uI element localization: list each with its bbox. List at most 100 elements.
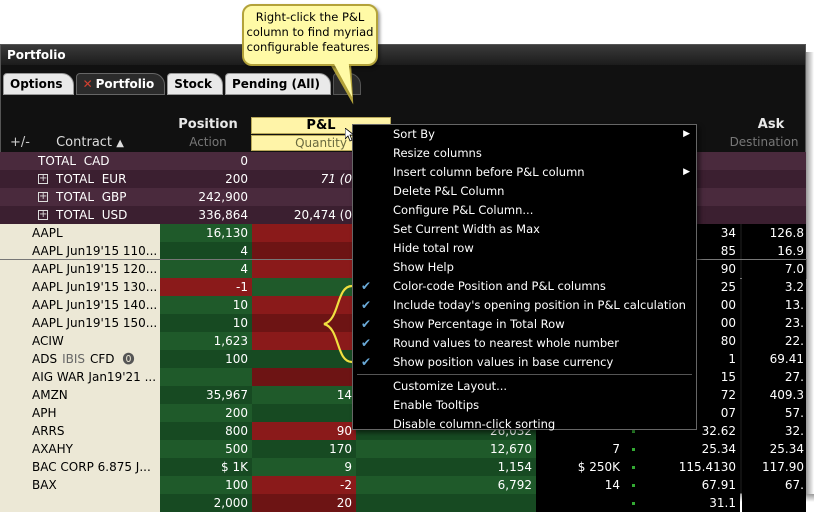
bid-cell: 31.1 [624, 494, 740, 512]
tick-indicator-icon [632, 448, 635, 451]
expand-icon[interactable]: + [38, 173, 48, 184]
position-cell: 4 [160, 260, 252, 278]
menu-item[interactable]: Show Help [353, 258, 696, 277]
tab-options[interactable]: Options [3, 73, 74, 95]
menu-item[interactable]: ✔ Color-code Position and P&L columns [353, 277, 696, 296]
contract-cell: AAPL Jun19'15 110... [0, 242, 160, 260]
total-position: 0 [240, 154, 248, 168]
tip-callout: Right-click the P&L column to find myria… [242, 4, 378, 66]
pl-cell [252, 242, 356, 260]
menu-item-label: Color-code Position and P&L columns [393, 279, 606, 293]
position-cell: 35,967 [160, 386, 252, 404]
pl-cell [252, 296, 356, 314]
menu-item[interactable]: Insert column before P&L column ▶ [353, 163, 696, 182]
menu-item[interactable]: Customize Layout... [353, 377, 696, 396]
bid-cell: 67.91 [624, 476, 740, 494]
callout-line: configurable features. [246, 40, 374, 54]
pl-cell [252, 404, 356, 422]
tab-label: Options [10, 77, 63, 91]
menu-item-label: Set Current Width as Max [393, 222, 540, 236]
menu-group-main: Sort By ▶ Resize columns Insert column befo… [353, 125, 696, 372]
menu-item-label: Show position values in base currency [393, 355, 614, 369]
contract-cell: ADS IBIS CFD ⓿ [0, 350, 160, 368]
menu-item[interactable]: Hide total row [353, 239, 696, 258]
total-label: TOTAL USD [56, 208, 128, 222]
tab-portfolio[interactable]: ✕ Portfolio [75, 73, 166, 95]
menu-item[interactable]: ✔ Include today's opening position in P&L… [353, 296, 696, 315]
contract-exchange: IBIS [62, 352, 86, 366]
menu-separator [357, 374, 692, 375]
menu-item[interactable]: Disable column-click sorting [353, 415, 696, 434]
market-value-cell [356, 494, 536, 512]
bid-size-cell [536, 494, 624, 512]
menu-item-label: Configure P&L Column... [393, 203, 534, 217]
tab-label: Portfolio [95, 77, 155, 91]
total-label: TOTAL GBP [56, 190, 127, 204]
menu-item[interactable]: ✔ Show position values in base currency [353, 353, 696, 372]
menu-item-label: Enable Tooltips [393, 398, 480, 412]
ask-cell: 126.8 [742, 224, 806, 242]
position-cell: 10 [160, 314, 252, 332]
menu-item[interactable]: Delete P&L Column [353, 182, 696, 201]
menu-item-label: Delete P&L Column [393, 184, 505, 198]
pl-cell [252, 278, 356, 296]
ask-cell: 13. [742, 296, 806, 314]
menu-item-label: Show Help [393, 260, 454, 274]
tab-bar: Options ✕ Portfolio Stock Pending (All) [3, 73, 361, 95]
position-cell: 500 [160, 440, 252, 458]
menu-item[interactable]: Resize columns [353, 144, 696, 163]
menu-item[interactable]: ✔ Show Percentage in Total Row [353, 315, 696, 334]
contract-type: CFD [90, 352, 115, 366]
tab-label: Pending (All) [232, 77, 320, 91]
menu-item[interactable]: Configure P&L Column... [353, 201, 696, 220]
table-row[interactable]: AXAHY 500 170 12,670 7 25.34 25.34 [0, 440, 806, 458]
sort-ascending-icon: ▲ [116, 138, 124, 149]
ask-cell: 32. [742, 422, 806, 440]
pl-cell [252, 224, 356, 242]
pl-context-menu: Sort By ▶ Resize columns Insert column befo… [352, 124, 697, 431]
header-plusminus[interactable]: +/- [10, 135, 30, 150]
header-ask[interactable]: Ask [757, 117, 785, 132]
tab-pending[interactable]: Pending (All) [225, 73, 331, 95]
menu-item[interactable]: Sort By ▶ [353, 125, 696, 144]
pl-cell [252, 368, 356, 386]
tab-label: Stock [174, 77, 212, 91]
subheader-destination[interactable]: Destination [729, 135, 799, 149]
tick-indicator-icon [632, 502, 635, 505]
submenu-arrow-icon: ▶ [683, 129, 690, 139]
contract-cell: BAX [0, 476, 160, 494]
bid-size-cell: 7 [536, 440, 624, 458]
subheader-action[interactable]: Action [189, 135, 227, 149]
table-row[interactable]: BAC CORP 6.875 J... $ 1K 9 1,154 $ 250K 115.4… [0, 458, 806, 476]
check-icon: ✔ [361, 298, 372, 312]
expand-icon[interactable]: + [38, 209, 48, 220]
menu-item-label: Customize Layout... [393, 379, 508, 393]
pl-cell [252, 350, 356, 368]
tab-stock[interactable]: Stock [167, 73, 223, 95]
header-position[interactable]: Position [178, 117, 238, 132]
info-icon[interactable]: ⓿ [122, 352, 135, 366]
menu-item[interactable]: ✔ Round values to nearest whole number [353, 334, 696, 353]
total-pl: 20,474 (0 [293, 208, 352, 222]
ask-cell: 117.90 [742, 458, 806, 476]
position-cell: 16,130 [160, 224, 252, 242]
close-icon[interactable]: ✕ [82, 77, 93, 91]
bid-size-cell: $ 250K [536, 458, 624, 476]
position-cell: 100 [160, 476, 252, 494]
table-row[interactable]: BAX 100 -2 6,792 14 67.91 67. [0, 476, 806, 494]
ask-cell: 7.0 [742, 260, 806, 278]
tab-more[interactable] [332, 73, 361, 95]
menu-group-layout: Customize Layout... Enable Tooltips Disabl… [353, 377, 696, 434]
position-cell: 800 [160, 422, 252, 440]
table-row[interactable]: 2,000 20 31.1 [0, 494, 806, 512]
header-contract[interactable]: Contract ▲ [55, 135, 125, 150]
total-position: 336,864 [198, 208, 248, 222]
expand-icon[interactable]: + [38, 191, 48, 202]
ask-cell: 27. [742, 368, 806, 386]
pl-cell: 20 [252, 494, 356, 512]
contract-cell: AAPL [0, 224, 160, 242]
menu-item[interactable]: Enable Tooltips [353, 396, 696, 415]
position-cell: 10 [160, 296, 252, 314]
callout-line: Right-click the P&L [255, 10, 365, 24]
menu-item[interactable]: Set Current Width as Max [353, 220, 696, 239]
